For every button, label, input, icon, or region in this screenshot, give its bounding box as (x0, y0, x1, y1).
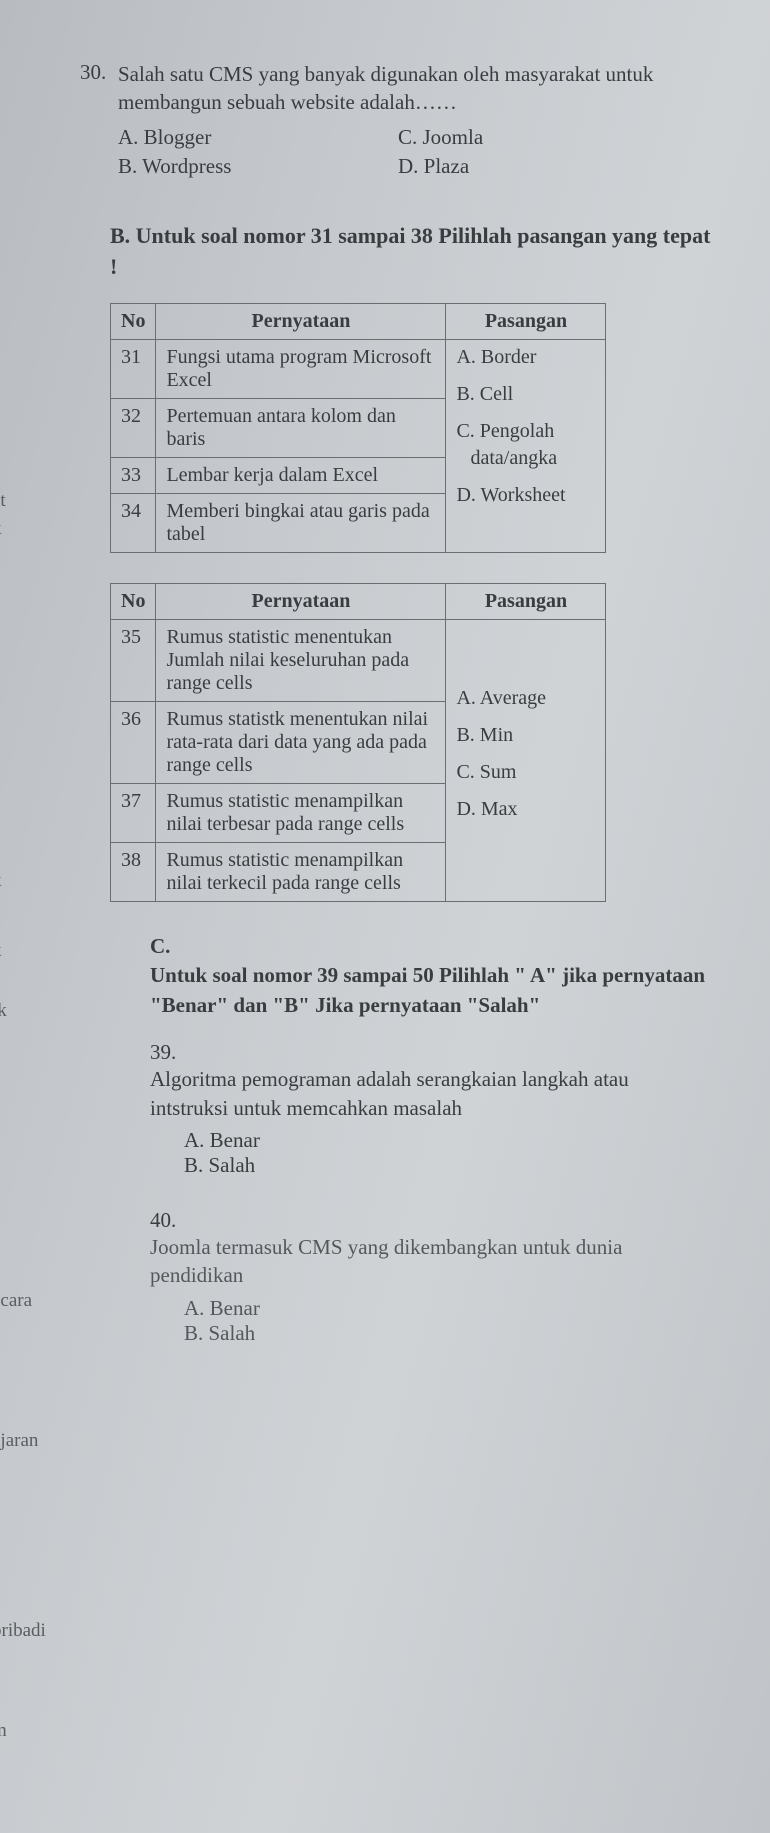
table-row-statement: Memberi bingkai atau garis pada tabel (156, 494, 446, 553)
table-row-statement: Rumus statistk menentukan nilai rata-rat… (156, 702, 446, 784)
question-number: 40. (150, 1208, 184, 1233)
pair-option: C. Pengolah (456, 420, 595, 443)
margin-text: ajaran (0, 1430, 38, 1452)
option-b: B. Salah (184, 1321, 720, 1346)
matching-table-2: No Pernyataan Pasangan 35 Rumus statisti… (110, 583, 606, 902)
table-header-pair: Pasangan (446, 584, 606, 620)
option-a: A. Benar (184, 1128, 720, 1153)
matching-table-1: No Pernyataan Pasangan 31 Fungsi utama p… (110, 303, 606, 553)
option-a: A. Blogger (118, 123, 398, 152)
pair-option: B. Min (456, 724, 595, 747)
table-row-statement: Rumus statistic menampilkan nilai terbes… (156, 784, 446, 843)
table-header-no: No (111, 584, 156, 620)
table-row-no: 36 (111, 702, 156, 784)
margin-text: k (0, 518, 2, 540)
table-header-pair: Pasangan (446, 304, 606, 340)
option-d: D. Plaza (398, 152, 678, 181)
question-39: 39. Algoritma pemograman adalah serangka… (150, 1040, 720, 1178)
table-row-no: 38 (111, 843, 156, 902)
question-text: Algoritma pemograman adalah serangkaian … (150, 1065, 700, 1122)
margin-text: k (0, 940, 2, 962)
table-row-statement: Rumus statistic menampilkan nilai terkec… (156, 843, 446, 902)
table-header-statement: Pernyataan (156, 584, 446, 620)
question-number: 30. (80, 60, 114, 85)
table-row-no: 33 (111, 458, 156, 494)
table-header-no: No (111, 304, 156, 340)
pair-options-cell: A. Border B. Cell C. Pengolah data/angka… (446, 340, 606, 553)
pair-option: B. Cell (456, 383, 595, 406)
table-row-statement: Lembar kerja dalam Excel (156, 458, 446, 494)
question-40: 40. Joomla termasuk CMS yang dikembangka… (150, 1208, 720, 1346)
margin-text: pribadi (0, 1620, 46, 1642)
table-header-statement: Pernyataan (156, 304, 446, 340)
pair-option: data/angka (456, 447, 595, 470)
section-c-text: Untuk soal nomor 39 sampai 50 Pilihlah "… (150, 961, 710, 1020)
table-row-statement: Pertemuan antara kolom dan baris (156, 399, 446, 458)
section-c-label: C. (150, 932, 178, 961)
question-30: 30. Salah satu CMS yang banyak digunakan… (80, 60, 720, 181)
table-row-no: 32 (111, 399, 156, 458)
margin-text: ik (0, 1000, 7, 1022)
pair-options-cell: A. Average B. Min C. Sum D. Max (446, 620, 606, 902)
question-text: Salah satu CMS yang banyak digunakan ole… (118, 60, 678, 181)
option-b: B. Salah (184, 1153, 720, 1178)
table-row-statement: Rumus statistic menentukan Jumlah nilai … (156, 620, 446, 702)
option-b: B. Wordpress (118, 152, 398, 181)
margin-text: ecara (0, 1290, 32, 1312)
margin-text: at (0, 490, 6, 512)
margin-text: m (0, 1720, 7, 1742)
table-row-no: 37 (111, 784, 156, 843)
pair-option: D. Worksheet (456, 484, 595, 507)
pair-option: A. Average (456, 687, 595, 710)
table-row-statement: Fungsi utama program Microsoft Excel (156, 340, 446, 399)
option-c: C. Joomla (398, 123, 678, 152)
table-row-no: 35 (111, 620, 156, 702)
pair-option: D. Max (456, 798, 595, 821)
section-c-header: C. Untuk soal nomor 39 sampai 50 Pilihla… (150, 932, 720, 1020)
question-text: Joomla termasuk CMS yang dikembangkan un… (150, 1233, 700, 1290)
section-b-header: B. Untuk soal nomor 31 sampai 38 Pilihla… (110, 221, 720, 283)
question-number: 39. (150, 1040, 184, 1065)
pair-option: C. Sum (456, 761, 595, 784)
pair-option: A. Border (456, 346, 595, 369)
option-a: A. Benar (184, 1296, 720, 1321)
table-row-no: 31 (111, 340, 156, 399)
table-row-no: 34 (111, 494, 156, 553)
margin-text: k (0, 870, 2, 892)
